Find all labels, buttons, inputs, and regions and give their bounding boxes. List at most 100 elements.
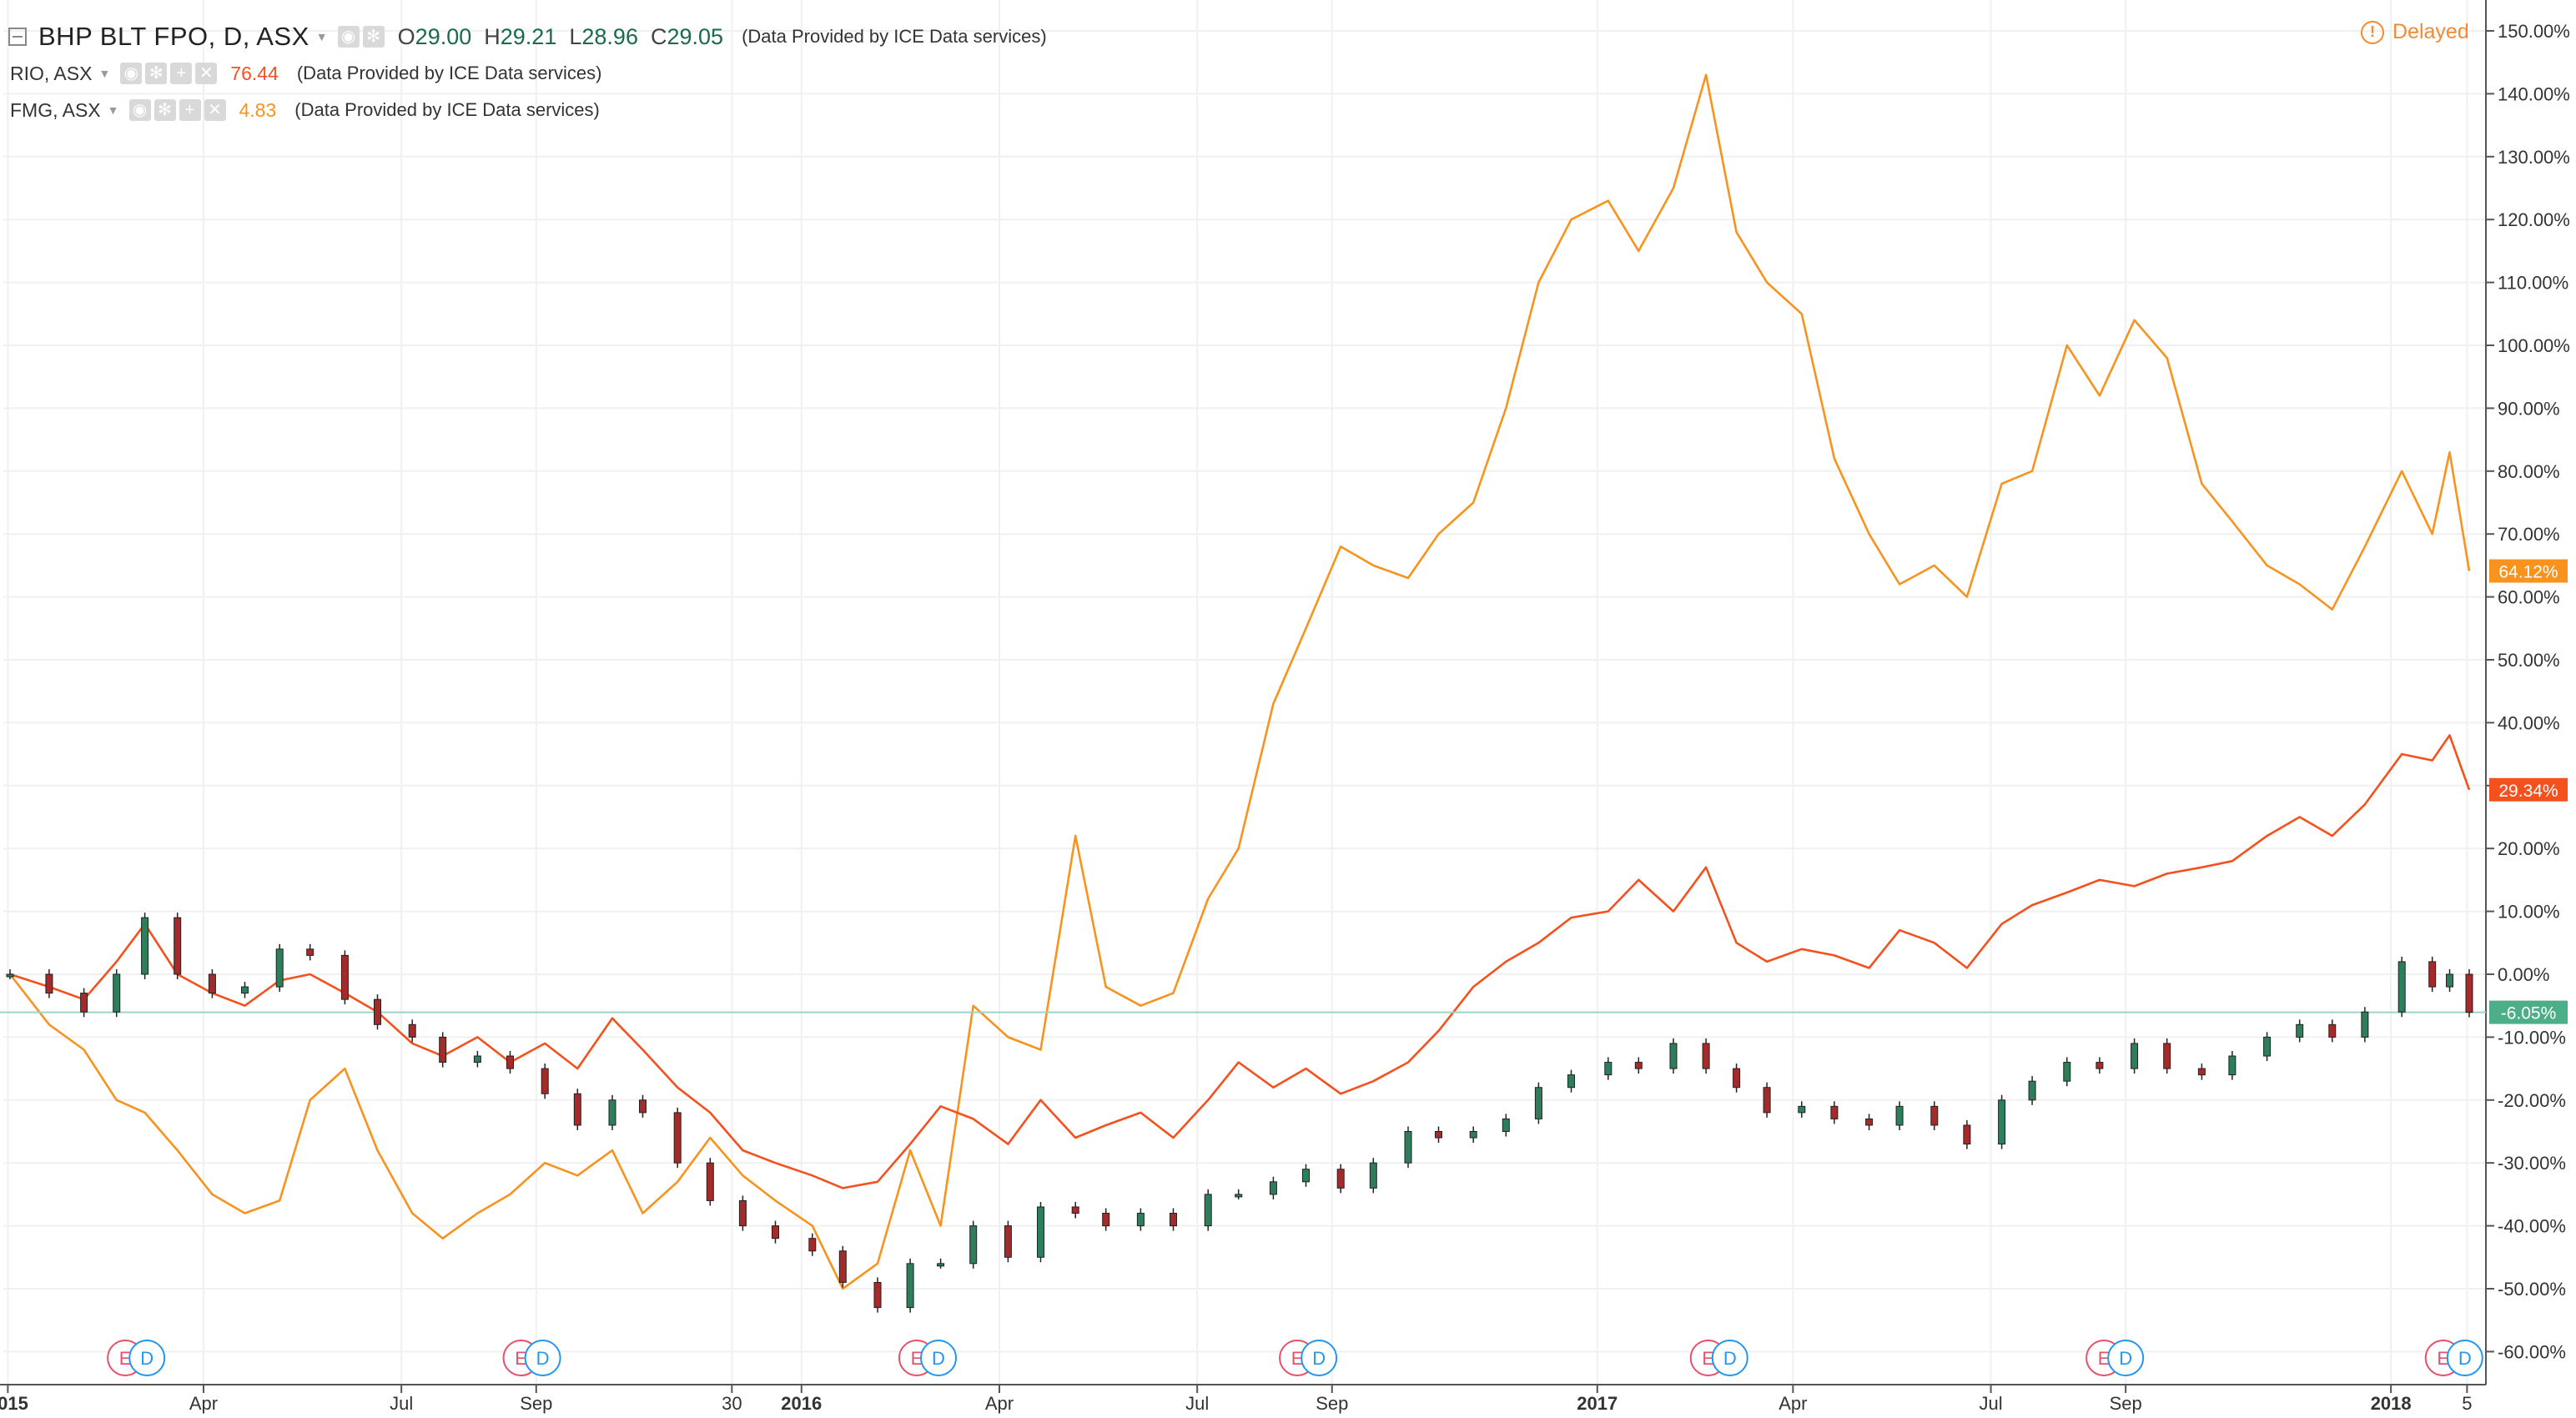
gear-icon[interactable]: ✻ [153,99,176,121]
compare-symbol-rio[interactable]: RIO, ASX [10,62,93,84]
delayed-badge[interactable]: ! Delayed [2361,20,2469,44]
candle-body[interactable] [1269,1181,1277,1195]
candle-body[interactable] [1102,1213,1110,1227]
candle-body[interactable] [608,1099,616,1126]
candle-body[interactable] [673,1112,682,1164]
candle-body[interactable] [1301,1169,1310,1183]
candle-body[interactable] [1604,1062,1613,1076]
candle-body[interactable] [969,1225,978,1265]
collapse-icon[interactable] [8,28,27,46]
candle-body[interactable] [1702,1043,1710,1069]
candle-body[interactable] [1567,1074,1575,1089]
candle-body[interactable] [838,1250,847,1283]
candle-body[interactable] [113,973,121,1013]
candle-body[interactable] [808,1238,817,1252]
candle-body[interactable] [937,1263,945,1267]
candle-body[interactable] [2163,1043,2171,1069]
candle-body[interactable] [1963,1124,1971,1145]
candle-body[interactable] [306,948,314,956]
candle-body[interactable] [1469,1131,1477,1139]
series-line-fmg[interactable] [8,73,2471,1290]
candle-body[interactable] [772,1225,780,1239]
candle-body[interactable] [2131,1043,2139,1069]
candle-body[interactable] [1669,1043,1678,1069]
candle-body[interactable] [639,1099,647,1114]
plus-icon[interactable]: + [179,99,201,121]
dividend-marker[interactable] [128,1340,166,1376]
chevron-down-icon[interactable]: ▼ [98,67,111,80]
candle-body[interactable] [1369,1162,1377,1189]
candle-body[interactable] [408,1023,416,1038]
dividend-marker[interactable] [2107,1340,2145,1376]
eye-icon[interactable]: ◉ [120,63,143,84]
dividend-marker[interactable] [2446,1340,2483,1376]
close-icon[interactable]: ✕ [195,63,218,84]
candle-body[interactable] [1204,1194,1212,1227]
candle-body[interactable] [2096,1062,2104,1069]
candle-body[interactable] [2063,1062,2071,1082]
compare-symbol-fmg[interactable]: FMG, ASX [10,98,101,121]
candle-body[interactable] [6,973,14,978]
candle-body[interactable] [2228,1055,2236,1076]
candle-body[interactable] [1634,1062,1643,1069]
candle-body[interactable] [873,1281,882,1309]
candle-body[interactable] [1336,1169,1345,1189]
candle-body[interactable] [208,973,216,994]
dividend-marker[interactable] [1301,1340,1338,1376]
candle-body[interactable] [2397,961,2406,1013]
dividend-marker[interactable] [919,1340,957,1376]
candle-body[interactable] [706,1162,714,1201]
candle-body[interactable] [2197,1068,2206,1076]
candle-body[interactable] [1404,1131,1412,1164]
gear-icon[interactable]: ✻ [362,26,385,48]
eye-icon[interactable]: ◉ [128,99,151,121]
candle-body[interactable] [2296,1023,2304,1038]
candle-body[interactable] [1502,1118,1510,1133]
candle-body[interactable] [1830,1105,1839,1119]
candle-body[interactable] [1534,1087,1542,1119]
candle-body[interactable] [1136,1213,1145,1227]
candle-body[interactable] [573,1093,581,1126]
candle-body[interactable] [2428,961,2437,988]
candle-body[interactable] [1798,1105,1806,1114]
gear-icon[interactable]: ✻ [145,63,168,84]
candle-body[interactable] [340,954,349,1000]
candle-body[interactable] [174,917,182,975]
candle-body[interactable] [45,973,53,994]
candle-body[interactable] [1037,1206,1045,1258]
series-line-rio[interactable] [9,734,2471,1189]
candle-body[interactable] [2028,1080,2036,1101]
candle-body[interactable] [1865,1118,1874,1126]
candle-body[interactable] [1071,1206,1079,1214]
close-icon[interactable]: ✕ [204,99,226,121]
candle-body[interactable] [1170,1213,1178,1227]
candle-body[interactable] [2263,1036,2272,1057]
chevron-down-icon[interactable]: ▼ [315,30,328,43]
candle-body[interactable] [541,1068,549,1094]
candle-body[interactable] [1895,1105,1904,1126]
candle-body[interactable] [1004,1225,1012,1258]
candle-body[interactable] [473,1055,481,1064]
candle-body[interactable] [2328,1023,2337,1038]
candle-body[interactable] [1998,1099,2006,1145]
eye-icon[interactable]: ◉ [337,26,360,48]
candle-body[interactable] [439,1036,447,1064]
candle-body[interactable] [275,948,284,988]
candle-body[interactable] [906,1263,914,1309]
candle-body[interactable] [241,986,249,994]
candle-body[interactable] [374,998,382,1025]
dividend-marker[interactable] [524,1340,561,1376]
chevron-down-icon[interactable]: ▼ [107,103,119,117]
candle-body[interactable] [1434,1131,1442,1139]
candle-body[interactable] [80,993,88,1013]
candle-body[interactable] [2446,973,2454,988]
candle-body[interactable] [141,917,149,975]
candle-body[interactable] [1235,1194,1243,1198]
plus-icon[interactable]: + [170,63,193,84]
candle-body[interactable] [1930,1105,1939,1126]
main-symbol-title[interactable]: BHP BLT FPO, D, ASX [38,22,309,51]
dividend-marker[interactable] [1711,1340,1748,1376]
candle-body[interactable] [2361,1011,2369,1038]
candle-body[interactable] [1763,1087,1771,1114]
